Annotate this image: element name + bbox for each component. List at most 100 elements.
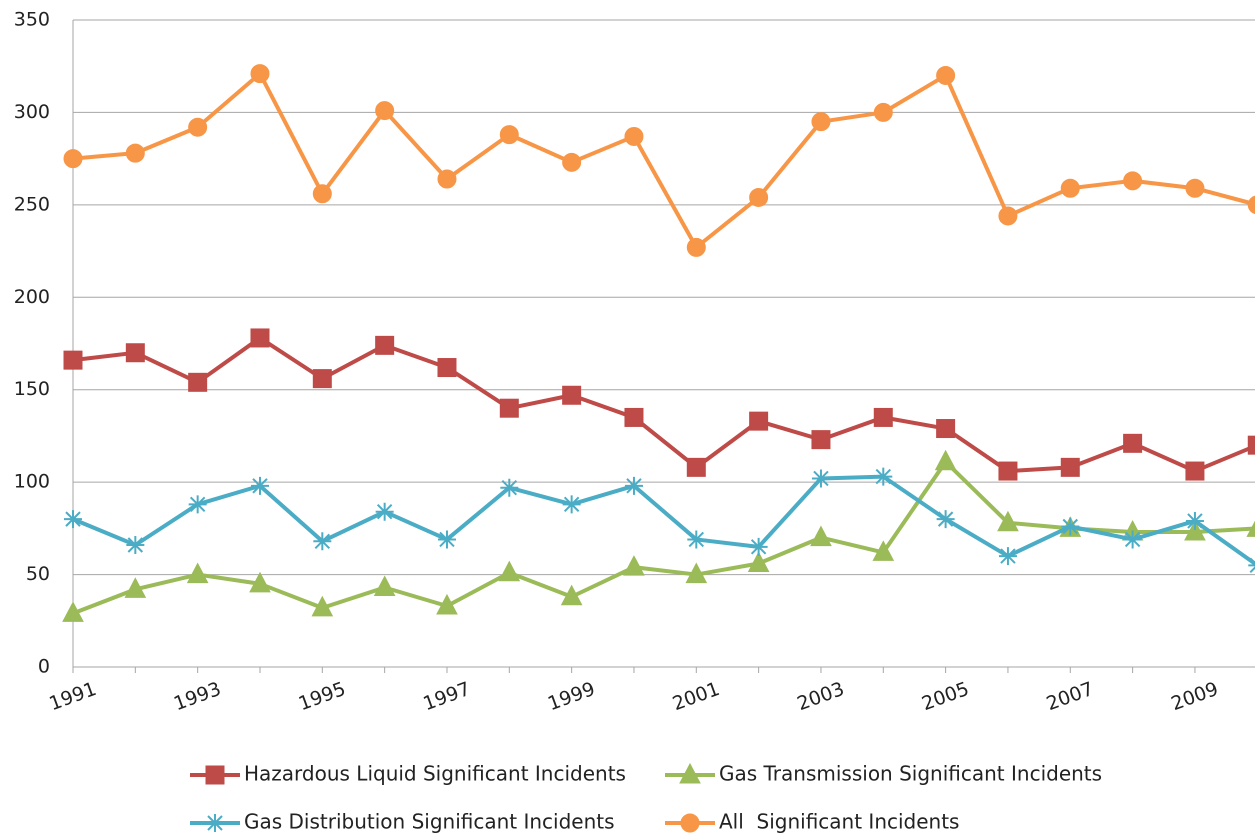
x-tick-label: 2005 bbox=[919, 678, 972, 715]
x-tick-label: 1999 bbox=[545, 678, 598, 715]
x-tick-label: 2007 bbox=[1044, 678, 1097, 715]
marker bbox=[1123, 530, 1142, 549]
marker bbox=[373, 575, 396, 597]
marker bbox=[560, 584, 583, 606]
marker bbox=[872, 540, 895, 561]
marker bbox=[749, 537, 768, 556]
marker bbox=[998, 461, 1018, 481]
marker bbox=[375, 502, 394, 521]
legend-label: Hazardous Liquid Significant Incidents bbox=[244, 762, 626, 786]
marker bbox=[124, 577, 147, 598]
x-tick-label: 2003 bbox=[794, 678, 847, 715]
marker bbox=[810, 525, 832, 547]
marker bbox=[63, 149, 83, 169]
x-tick-label: 2001 bbox=[670, 678, 723, 715]
marker bbox=[1247, 195, 1255, 215]
marker bbox=[206, 814, 224, 832]
x-tick-label: 1993 bbox=[171, 678, 224, 715]
marker bbox=[250, 328, 270, 348]
y-tick-label: 350 bbox=[14, 9, 50, 31]
legend-label: Gas Distribution Significant Incidents bbox=[244, 810, 615, 834]
marker bbox=[624, 126, 644, 146]
legend-label: All Significant Incidents bbox=[719, 810, 959, 834]
marker bbox=[311, 595, 334, 617]
marker bbox=[1060, 178, 1080, 198]
marker bbox=[997, 510, 1019, 532]
marker bbox=[874, 467, 893, 486]
marker bbox=[749, 187, 769, 207]
marker bbox=[811, 430, 831, 450]
legend-label: Gas Transmission Significant Incidents bbox=[719, 762, 1102, 786]
marker bbox=[936, 65, 956, 85]
y-tick-label: 100 bbox=[14, 471, 50, 493]
marker bbox=[1247, 435, 1255, 455]
x-tick-label: 1995 bbox=[296, 678, 349, 715]
marker bbox=[562, 385, 582, 405]
marker bbox=[125, 343, 145, 363]
x-tick-label: 2009 bbox=[1168, 678, 1221, 715]
marker bbox=[62, 601, 84, 622]
marker bbox=[934, 449, 957, 471]
y-tick-label: 250 bbox=[14, 193, 50, 215]
marker bbox=[312, 184, 332, 204]
marker bbox=[873, 102, 893, 122]
marker bbox=[749, 411, 769, 431]
marker bbox=[437, 169, 457, 189]
marker bbox=[811, 112, 831, 132]
marker bbox=[1123, 433, 1143, 453]
marker bbox=[811, 469, 830, 488]
marker bbox=[313, 532, 332, 551]
marker bbox=[500, 478, 519, 497]
marker bbox=[998, 547, 1017, 566]
marker bbox=[936, 510, 955, 529]
marker bbox=[64, 510, 82, 529]
marker bbox=[1246, 520, 1255, 537]
legend: Hazardous Liquid Significant Incidents Ga… bbox=[190, 762, 1102, 834]
marker bbox=[873, 407, 893, 427]
marker bbox=[624, 476, 643, 495]
marker bbox=[375, 335, 395, 355]
marker bbox=[685, 562, 708, 584]
marker bbox=[126, 535, 145, 554]
marker bbox=[188, 117, 208, 137]
marker bbox=[687, 530, 706, 549]
marker bbox=[686, 237, 706, 257]
marker bbox=[312, 369, 332, 389]
series-line bbox=[72, 459, 1255, 616]
marker bbox=[562, 495, 581, 514]
marker bbox=[437, 530, 456, 549]
marker bbox=[1185, 461, 1205, 481]
marker bbox=[63, 350, 83, 370]
marker bbox=[250, 64, 270, 84]
marker bbox=[680, 813, 700, 833]
marker bbox=[186, 562, 209, 584]
series-line bbox=[72, 474, 1255, 567]
x-tick-label: 1997 bbox=[420, 678, 473, 715]
marker bbox=[437, 358, 457, 378]
marker bbox=[936, 419, 956, 439]
x-tick-label: 1991 bbox=[46, 678, 99, 715]
marker bbox=[1184, 519, 1206, 541]
marker bbox=[623, 555, 645, 576]
marker bbox=[250, 476, 269, 495]
marker bbox=[747, 551, 770, 572]
marker bbox=[499, 125, 519, 145]
series-line bbox=[72, 71, 1255, 250]
marker bbox=[624, 407, 644, 427]
marker bbox=[188, 372, 208, 392]
marker bbox=[562, 152, 582, 172]
marker bbox=[998, 206, 1018, 226]
marker bbox=[1185, 178, 1205, 198]
marker bbox=[498, 560, 521, 582]
marker bbox=[188, 495, 207, 514]
marker bbox=[436, 593, 458, 615]
marker bbox=[125, 143, 145, 163]
y-tick-label: 150 bbox=[14, 378, 50, 400]
marker bbox=[686, 457, 706, 477]
marker bbox=[499, 398, 519, 418]
marker bbox=[249, 571, 271, 593]
marker bbox=[1123, 171, 1143, 191]
marker bbox=[205, 765, 225, 785]
